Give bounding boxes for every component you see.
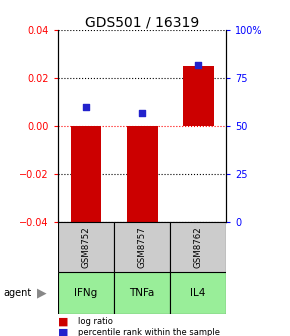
Text: ■: ■ <box>58 317 68 327</box>
Text: GSM8762: GSM8762 <box>194 226 203 268</box>
Text: GSM8752: GSM8752 <box>81 226 90 268</box>
Bar <box>114 272 170 314</box>
Point <box>196 62 200 68</box>
Text: ■: ■ <box>58 328 68 336</box>
Text: TNFa: TNFa <box>129 288 155 298</box>
Bar <box>127 126 157 229</box>
Bar <box>170 222 226 272</box>
Text: GSM8757: GSM8757 <box>137 226 147 268</box>
Point <box>84 104 88 110</box>
Text: IL4: IL4 <box>191 288 206 298</box>
Bar <box>170 272 226 314</box>
Text: agent: agent <box>3 288 31 298</box>
Text: ▶: ▶ <box>37 287 47 300</box>
Bar <box>70 126 102 229</box>
Bar <box>58 272 114 314</box>
Bar <box>183 66 213 126</box>
Title: GDS501 / 16319: GDS501 / 16319 <box>85 15 199 29</box>
Bar <box>58 222 114 272</box>
Text: IFNg: IFNg <box>75 288 98 298</box>
Text: log ratio: log ratio <box>78 318 113 326</box>
Bar <box>114 222 170 272</box>
Point <box>140 110 144 115</box>
Text: percentile rank within the sample: percentile rank within the sample <box>78 328 220 336</box>
